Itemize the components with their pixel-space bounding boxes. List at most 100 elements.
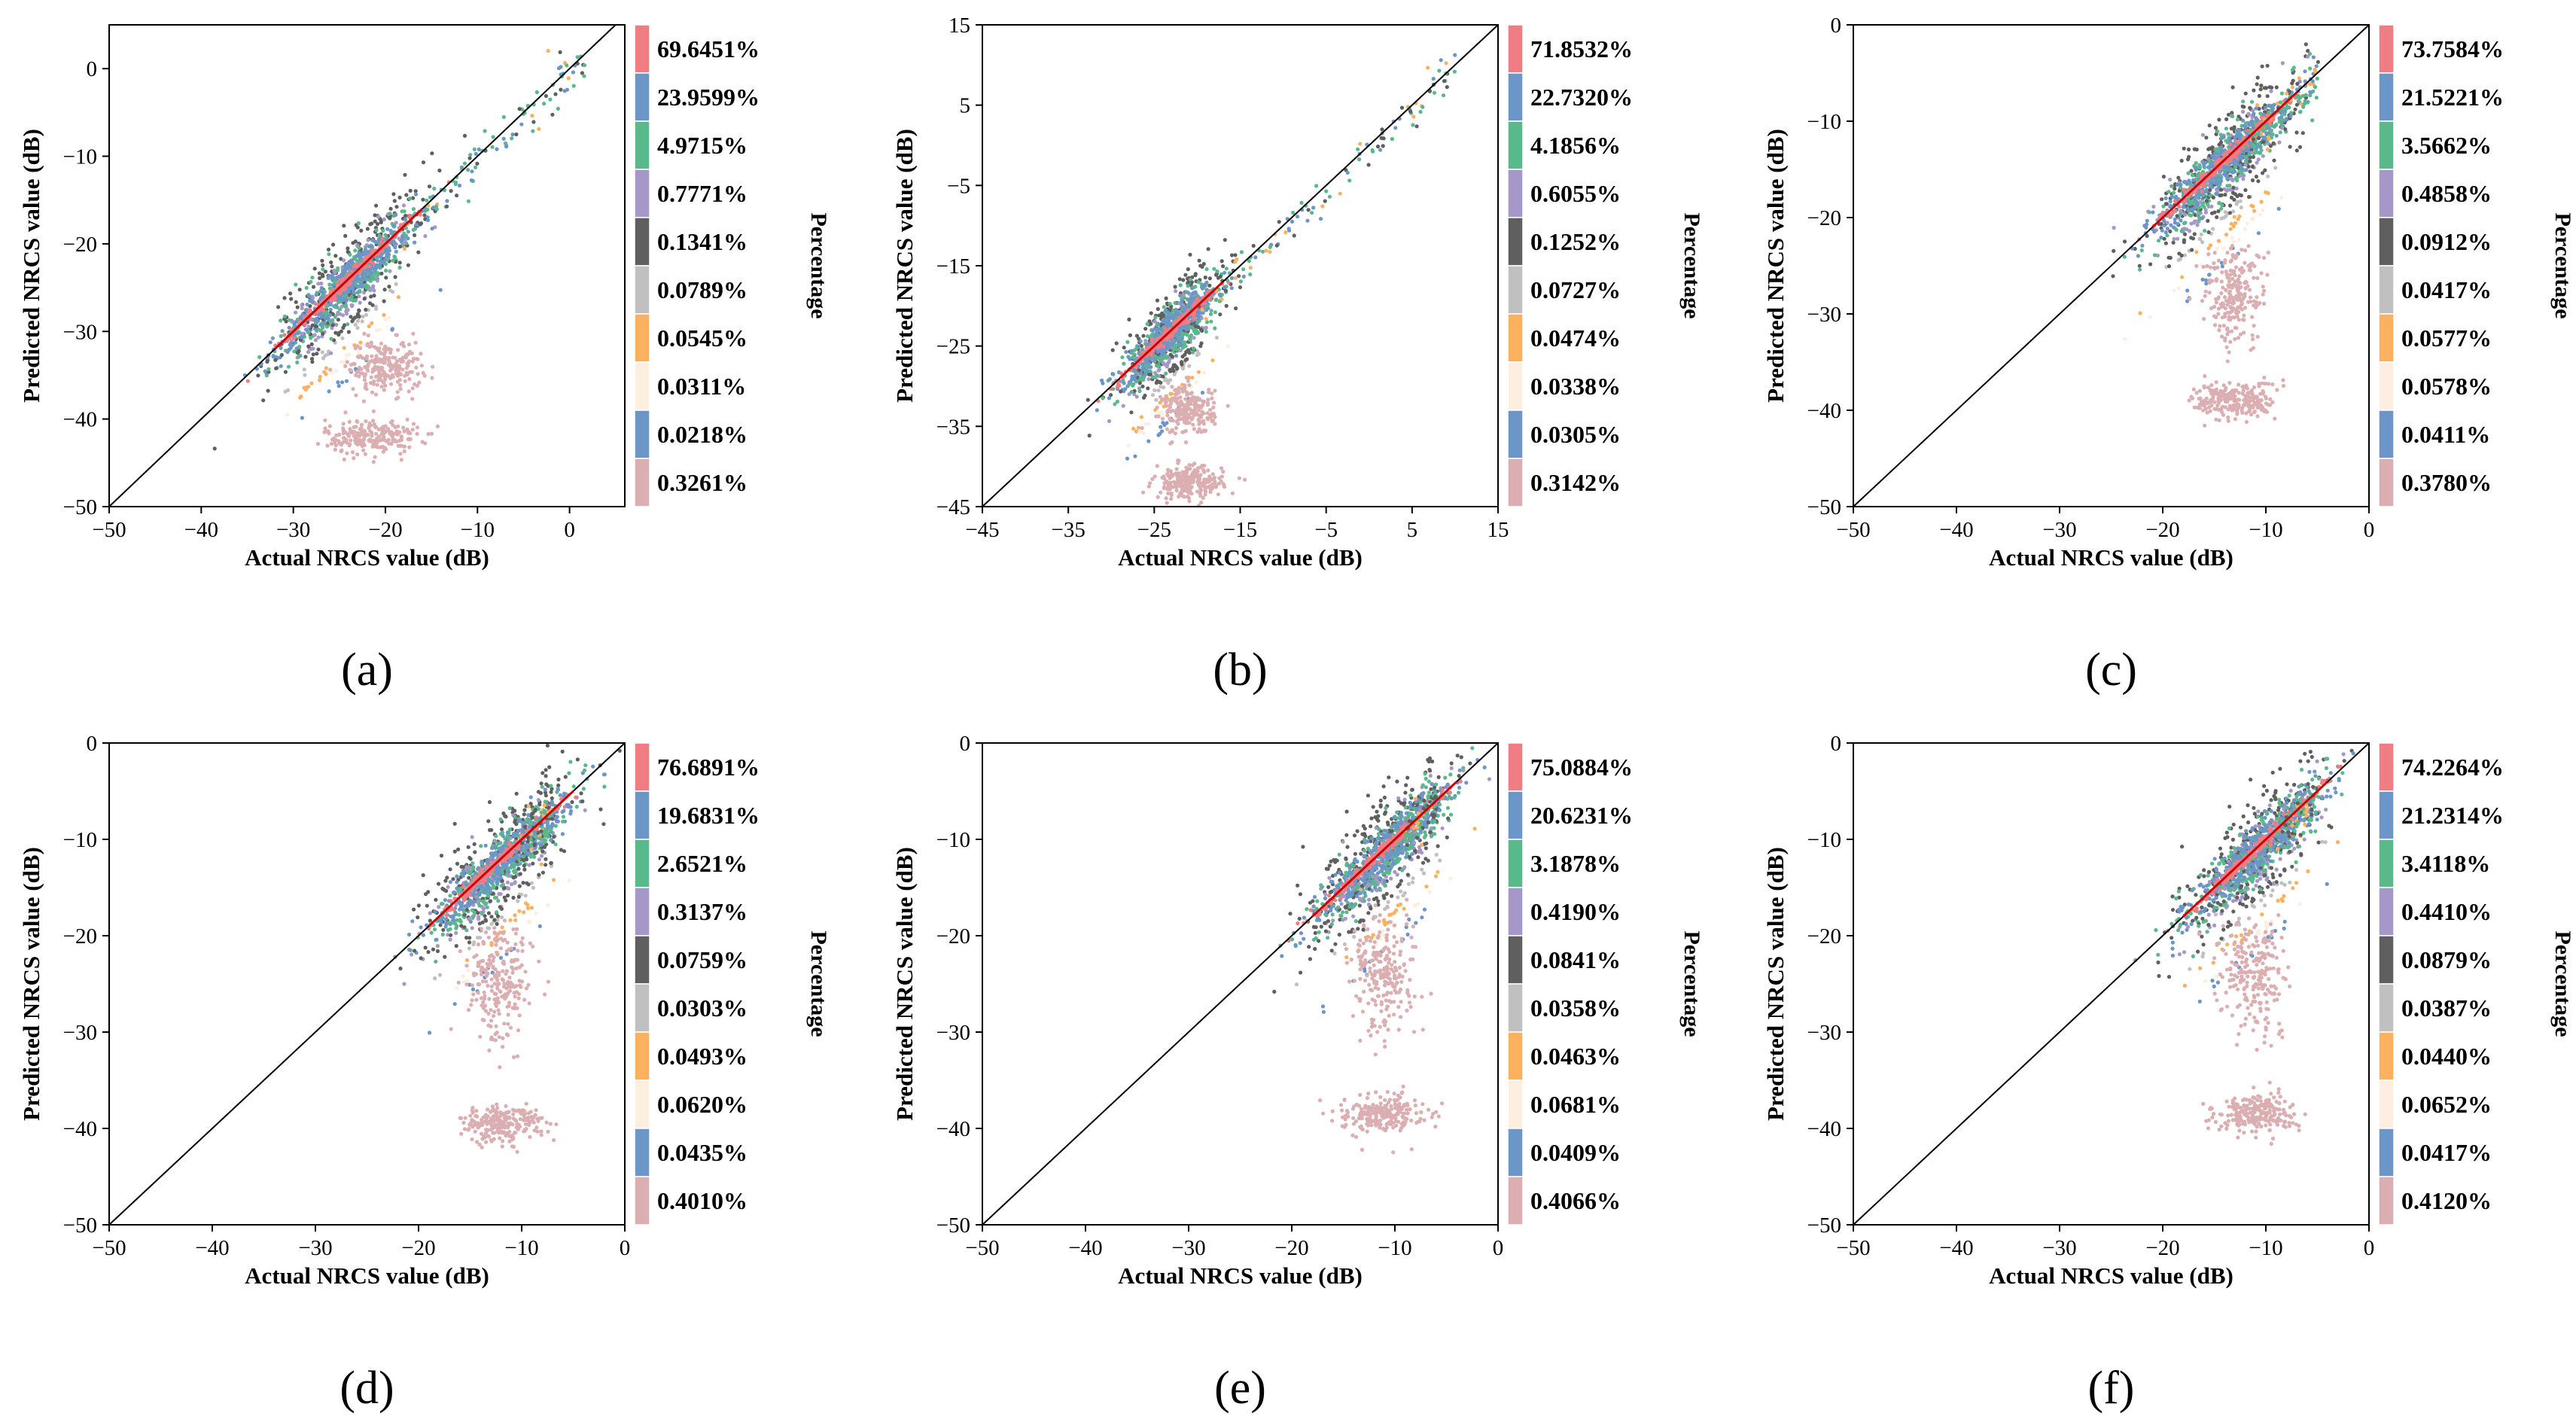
scatter-point xyxy=(1268,245,1272,249)
scatter-point xyxy=(357,374,361,379)
scatter-point xyxy=(1238,285,1243,290)
scatter-point xyxy=(2256,157,2261,162)
scatter-point xyxy=(358,346,363,351)
scatter-point xyxy=(382,352,386,357)
scatter-point xyxy=(387,356,391,361)
scatter-point xyxy=(381,358,385,362)
scatter-point xyxy=(402,246,407,251)
scatter-point xyxy=(363,372,368,376)
scatter-point xyxy=(2181,205,2185,209)
scatter-point xyxy=(364,312,369,317)
scatter-point xyxy=(2172,288,2176,293)
scatter-point xyxy=(1196,408,1201,413)
scatter-point xyxy=(359,425,364,431)
scatter-point xyxy=(495,147,499,151)
scatter-point xyxy=(1159,343,1163,348)
scatter-point xyxy=(1183,428,1188,434)
scatter-point xyxy=(1177,495,1181,499)
scatter-point xyxy=(355,434,359,439)
scatter-point xyxy=(1207,477,1213,481)
scatter-point xyxy=(472,147,477,151)
scatter-point xyxy=(2223,170,2227,175)
scatter-point xyxy=(1174,364,1178,369)
scatter-point xyxy=(327,274,331,279)
scatter-point xyxy=(501,136,506,141)
scatter-point xyxy=(371,419,376,423)
scatter-point xyxy=(382,257,387,262)
scatter-point xyxy=(343,268,347,273)
scatter-point xyxy=(337,432,342,437)
scatter-point xyxy=(1200,391,1205,395)
scatter-point xyxy=(303,355,308,359)
scatter-point xyxy=(1198,344,1203,349)
scatter-point xyxy=(1215,269,1219,274)
scatter-point xyxy=(403,379,407,383)
scatter-point xyxy=(1149,311,1153,315)
scatter-point xyxy=(2172,225,2176,230)
scatter-point xyxy=(2182,253,2188,257)
x-tick-label: −40 xyxy=(184,518,218,542)
scatter-point xyxy=(1187,364,1192,368)
scatter-point xyxy=(1199,430,1204,434)
scatter-point xyxy=(2223,173,2227,178)
scatter-point xyxy=(2206,147,2211,151)
scatter-point xyxy=(2265,94,2270,99)
scatter-point xyxy=(430,151,434,156)
scatter-point xyxy=(344,353,349,358)
scatter-point xyxy=(1175,472,1180,477)
y-tick-label: 0 xyxy=(87,57,98,81)
scatter-point xyxy=(2303,42,2308,47)
scatter-point xyxy=(2170,184,2174,188)
scatter-point xyxy=(473,151,478,156)
scatter-point xyxy=(396,348,400,352)
scatter-point xyxy=(2273,166,2278,170)
scatter-point xyxy=(1130,374,1134,379)
scatter-point xyxy=(268,340,273,345)
scatter-point xyxy=(426,432,431,437)
chart-panel: −45 −35 −25 −15 −5 5 15−45−35−25−15−5515Actual… xyxy=(891,14,1704,696)
scatter-point xyxy=(2198,237,2203,242)
scatter-point xyxy=(1196,324,1201,330)
scatter-point xyxy=(358,262,363,266)
scatter-point xyxy=(357,294,361,299)
scatter-point xyxy=(1381,144,1385,148)
scatter-point xyxy=(413,233,417,238)
scatter-point xyxy=(2217,117,2221,122)
scatter-point xyxy=(1260,249,1265,254)
x-tick-label: −50 xyxy=(92,518,126,542)
scatter-point xyxy=(371,261,376,266)
scatter-point xyxy=(1177,387,1181,392)
scatter-point xyxy=(1195,330,1200,335)
scatter-point xyxy=(388,269,392,273)
scatter-point xyxy=(376,271,380,276)
scatter-point xyxy=(1189,298,1193,303)
scatter-point xyxy=(1177,312,1181,317)
legend-label: 0.0789% xyxy=(657,276,748,303)
scatter-point xyxy=(358,371,363,376)
scatter-point xyxy=(1204,308,1209,312)
scatter-point xyxy=(2200,277,2205,282)
scatter-point xyxy=(2232,215,2236,219)
scatter-point xyxy=(385,346,390,351)
scatter-point xyxy=(282,296,287,300)
scatter-point xyxy=(330,323,335,327)
scatter-point xyxy=(1185,333,1189,337)
scatter-point xyxy=(2248,169,2252,174)
scatter-point xyxy=(2190,248,2194,252)
scatter-point xyxy=(1164,496,1168,501)
scatter-point xyxy=(394,333,400,337)
scatter-point xyxy=(345,266,349,270)
scatter-point xyxy=(1295,215,1300,219)
scatter-point xyxy=(1143,393,1147,398)
scatter-point xyxy=(356,221,361,226)
scatter-point xyxy=(363,452,367,456)
scatter-point xyxy=(1137,381,1142,385)
scatter-point xyxy=(2176,221,2180,226)
scatter-point xyxy=(406,430,411,434)
scatter-point xyxy=(1173,431,1177,436)
scatter-point xyxy=(2208,243,2213,248)
scatter-point xyxy=(2221,215,2226,220)
scatter-point xyxy=(382,388,386,392)
scatter-point xyxy=(470,169,474,174)
